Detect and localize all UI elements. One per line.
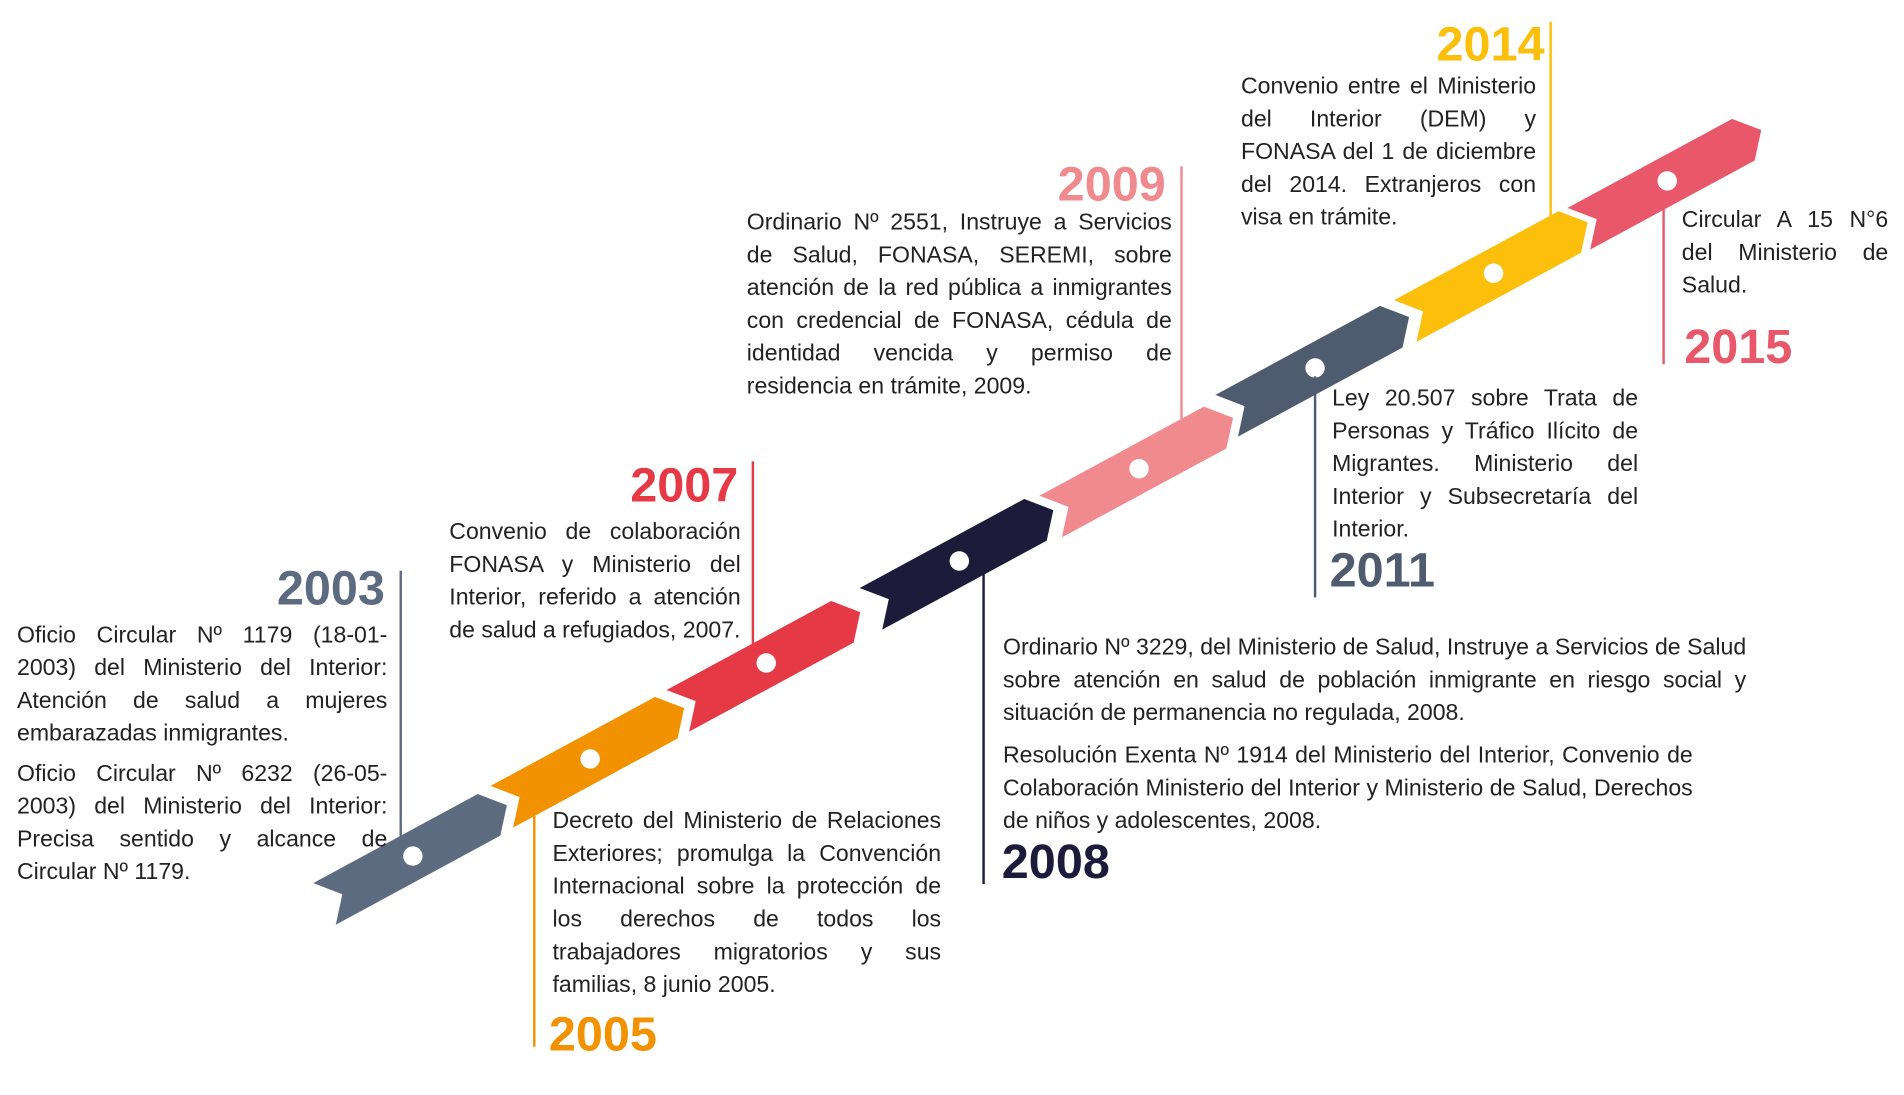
segment-dot — [580, 749, 600, 769]
event-paragraph: Convenio de colaboración FONASA y Minist… — [449, 519, 741, 644]
event-paragraph: Resolución Exenta Nº 1914 del Ministerio… — [1003, 743, 1693, 835]
year-label: 2007 — [630, 459, 739, 513]
year-label: 2015 — [1684, 320, 1793, 375]
event-paragraph: Oficio Circular Nº 6232 (26-05-2003) del… — [17, 761, 388, 886]
event-paragraph: Ordinario Nº 2551, Instruye a Servicios … — [746, 210, 1172, 400]
year-label: 2008 — [1001, 835, 1110, 889]
year-label: 2011 — [1329, 544, 1436, 598]
event-paragraph: Oficio Circular Nº 1179 (18-01-2003) del… — [17, 622, 388, 747]
event-paragraph: Convenio entre el Ministerio del Interio… — [1241, 74, 1537, 231]
event-text: Convenio de colaboración FONASA y Minist… — [449, 516, 740, 654]
year-label: 2003 — [276, 562, 385, 616]
event-paragraph: Ley 20.507 sobre Trata de Personas y Trá… — [1332, 386, 1639, 543]
event-text: Decreto del Ministerio de Relaciones Ext… — [553, 805, 942, 1009]
segment-dot — [756, 653, 776, 673]
event-paragraph: Circular A 15 N°6 del Ministerio de Salu… — [1681, 207, 1889, 299]
event-text: Oficio Circular Nº 1179 (18-01-2003) del… — [17, 619, 387, 896]
event-paragraph: Ordinario Nº 3229, del Ministerio de Sal… — [1003, 635, 1747, 727]
segment-dot — [1657, 171, 1677, 191]
year-label: 2005 — [548, 1007, 657, 1062]
year-label: 2014 — [1436, 18, 1545, 72]
segment-dot — [1129, 459, 1149, 479]
segment-dot — [949, 551, 970, 571]
segment-dot — [1483, 263, 1504, 283]
event-text: Ordinario Nº 2551, Instruye a Servicios … — [747, 206, 1172, 410]
year-label: 2009 — [1057, 157, 1166, 212]
event-text: Convenio entre el Ministerio del Interio… — [1241, 70, 1536, 241]
segment-dot — [403, 846, 423, 866]
event-paragraph: Decreto del Ministerio de Relaciones Ext… — [552, 808, 942, 999]
event-text: Ordinario Nº 3229, del Ministerio de Sal… — [1003, 631, 1746, 845]
event-text: Circular A 15 N°6 del Ministerio de Salu… — [1682, 204, 1888, 310]
segment-dot — [1305, 358, 1325, 378]
event-text: Ley 20.507 sobre Trata de Personas y Trá… — [1332, 383, 1638, 554]
